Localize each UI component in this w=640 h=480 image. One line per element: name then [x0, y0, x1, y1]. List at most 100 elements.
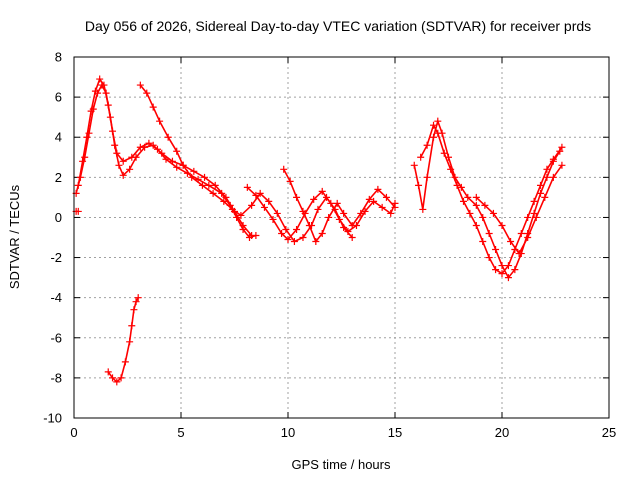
data-point [117, 374, 125, 382]
y-tick-label: -6 [50, 330, 62, 345]
data-point [104, 101, 112, 109]
data-point [318, 229, 326, 237]
y-tick-label: 0 [55, 210, 62, 225]
data-point [417, 153, 425, 161]
data-point [365, 195, 373, 203]
data-point [485, 229, 493, 237]
data-point [327, 199, 335, 207]
data-series [72, 75, 566, 386]
data-point [537, 189, 545, 197]
data-point [248, 201, 256, 209]
data-point [419, 205, 427, 213]
data-point [541, 193, 549, 201]
data-point [549, 173, 557, 181]
data-point [136, 143, 144, 151]
data-point [472, 221, 480, 229]
series-line [77, 77, 257, 239]
data-point [237, 211, 245, 219]
data-point [423, 141, 431, 149]
data-point [126, 165, 134, 173]
data-point [374, 185, 382, 193]
data-point [218, 189, 226, 197]
data-point [382, 193, 390, 201]
data-point [498, 270, 506, 278]
series-prds-trace-6 [410, 117, 564, 282]
data-point [83, 133, 91, 141]
data-point [515, 250, 523, 258]
data-point [348, 234, 356, 241]
y-axis-label: SDTVAR / TECUs [7, 184, 22, 289]
data-point [344, 227, 352, 235]
data-point [378, 203, 386, 211]
data-point [391, 203, 399, 211]
data-point [453, 181, 461, 189]
data-point [524, 234, 532, 241]
data-point [357, 209, 365, 217]
data-point [489, 209, 497, 217]
data-point [485, 254, 493, 262]
data-point [299, 234, 307, 241]
data-point [415, 181, 423, 189]
data-point [430, 121, 438, 129]
y-tick-label: -8 [50, 370, 62, 385]
data-point [340, 209, 348, 217]
y-tick-label: -10 [43, 411, 62, 426]
data-point [260, 203, 268, 211]
data-point [149, 103, 157, 111]
series-line [75, 83, 253, 237]
data-point [293, 225, 301, 233]
data-point [333, 199, 341, 207]
data-point [447, 165, 455, 173]
data-point [507, 238, 515, 246]
data-point [312, 238, 320, 246]
data-point [126, 338, 134, 346]
x-tick-label: 0 [70, 425, 77, 440]
data-point [81, 153, 89, 161]
data-point [153, 145, 161, 153]
data-point [290, 238, 298, 246]
x-axis-label: GPS time / hours [292, 457, 391, 472]
data-point [492, 266, 500, 274]
data-point [370, 197, 378, 205]
data-point [479, 213, 487, 221]
x-tick-label: 10 [281, 425, 295, 440]
data-point [498, 262, 506, 270]
data-point [87, 107, 95, 115]
data-point [530, 209, 538, 217]
data-point [282, 225, 290, 233]
data-point [310, 195, 318, 203]
series-prds-trace-9 [104, 294, 142, 386]
data-point [173, 147, 181, 155]
data-point [543, 173, 551, 181]
data-point [269, 215, 277, 223]
data-point [543, 165, 551, 173]
data-point [256, 189, 264, 197]
data-point [113, 149, 121, 157]
data-point [115, 161, 123, 169]
data-point [188, 173, 196, 181]
data-point [205, 181, 213, 189]
data-point [239, 225, 247, 233]
series-line [419, 123, 563, 275]
data-point [134, 294, 142, 302]
series-line [107, 297, 139, 383]
data-point [273, 209, 281, 217]
data-point [143, 89, 151, 97]
data-point [504, 262, 512, 270]
data-point [121, 358, 129, 366]
series-prds-trace-3 [136, 81, 356, 246]
data-point [511, 266, 519, 274]
y-tick-label: 6 [55, 90, 62, 105]
data-point [245, 234, 253, 241]
data-point [348, 221, 356, 229]
data-point [532, 213, 540, 221]
y-tick-label: 8 [55, 50, 62, 65]
data-point [109, 374, 117, 382]
series-line [139, 84, 353, 243]
x-tick-label: 20 [495, 425, 509, 440]
plot-frame [73, 56, 610, 419]
data-point [198, 181, 206, 189]
data-point [464, 193, 472, 201]
